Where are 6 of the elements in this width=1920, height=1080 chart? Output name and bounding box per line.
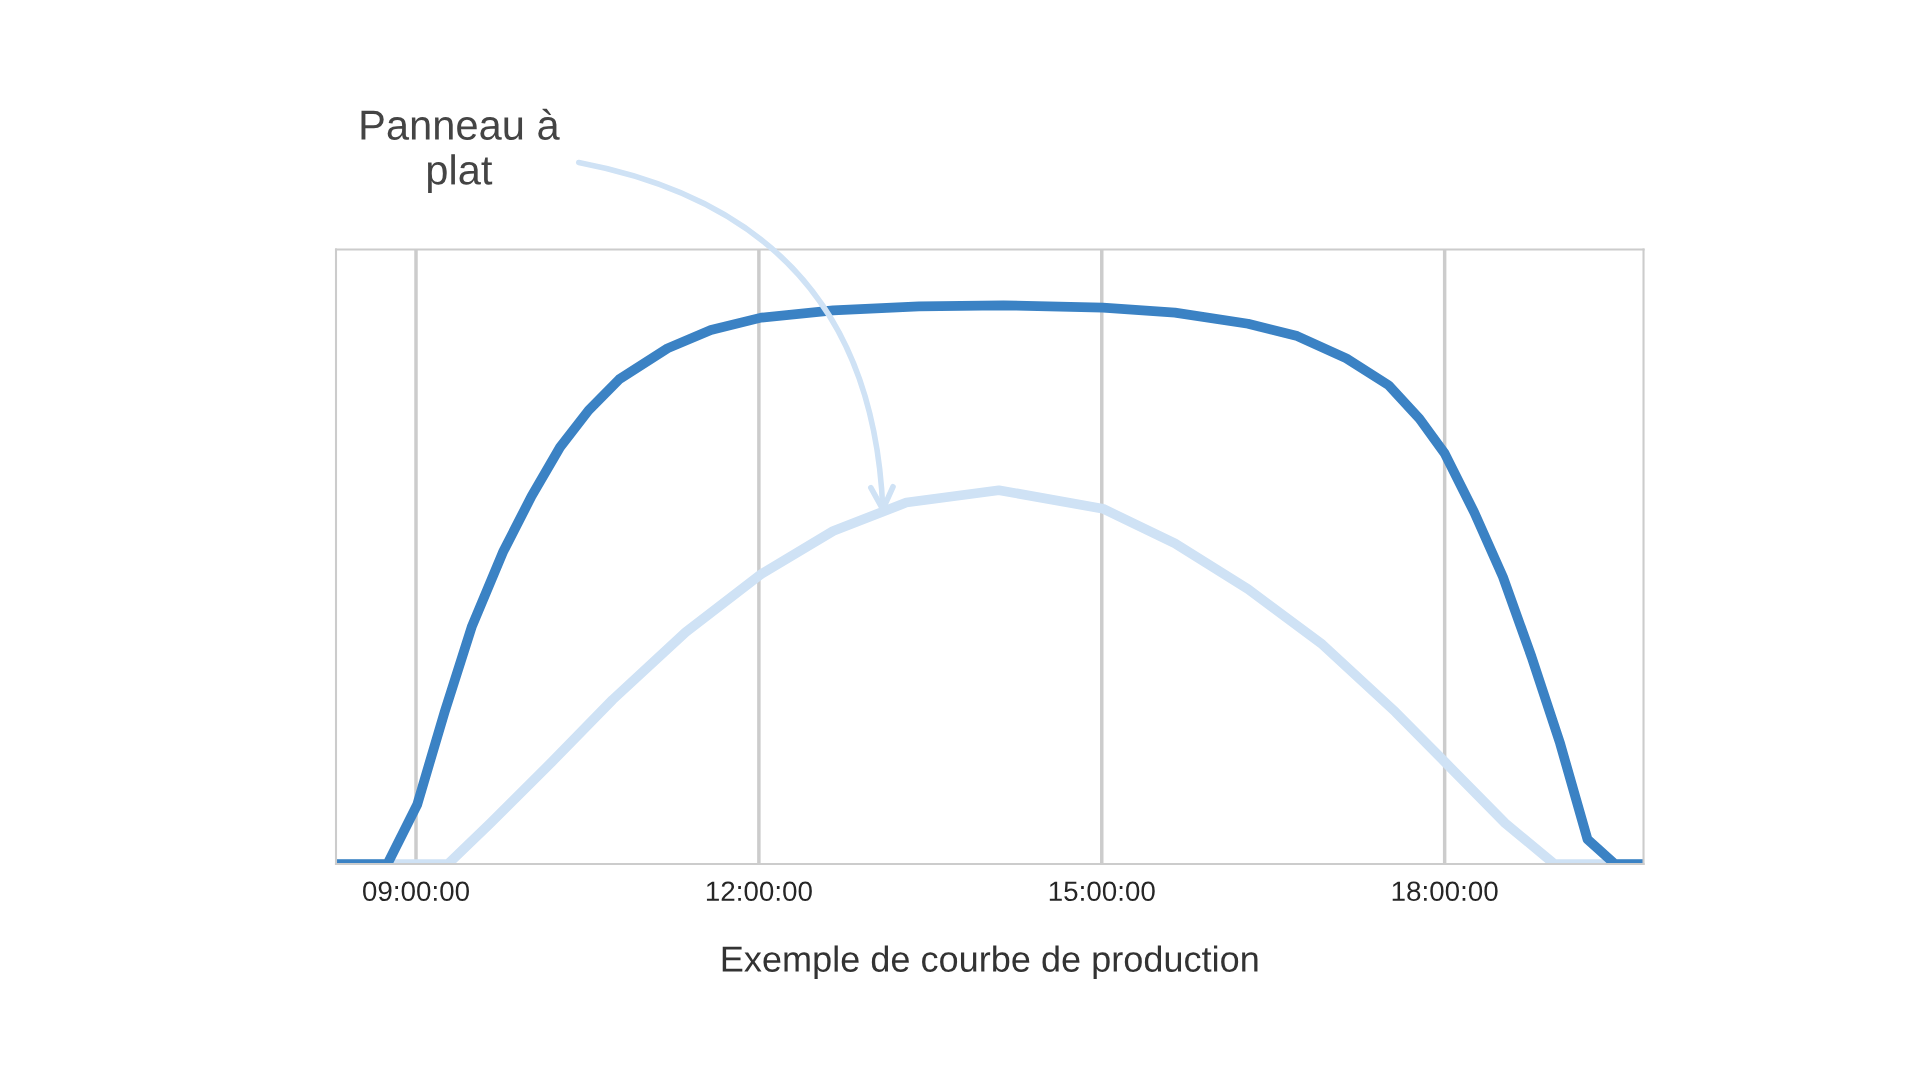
text: Panneau à plat: [361, 108, 560, 194]
x-tick-label: 09:00:00: [363, 881, 469, 902]
x-tick-label: 18:00:00: [1392, 881, 1498, 902]
x-tick-label: 12:00:00: [706, 881, 812, 902]
x-axis-title: Exemple de courbe de production: [722, 945, 1258, 980]
x-tick-label: 15:00:00: [1049, 881, 1155, 902]
